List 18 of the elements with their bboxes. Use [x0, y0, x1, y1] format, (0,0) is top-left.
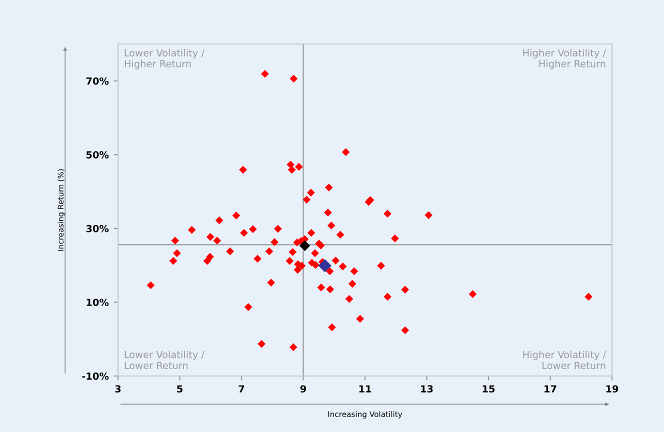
- x-tick-label: 5: [177, 385, 182, 393]
- x-tick-label: 3: [115, 385, 121, 393]
- x-tick-label: 11: [359, 385, 372, 392]
- annotation: Higher Volatility / Higher Return: [523, 48, 606, 70]
- y-tick-label: 50%: [86, 151, 109, 158]
- x-tick-label: 13: [421, 385, 433, 393]
- x-tick-label: 19: [606, 385, 618, 393]
- y-tick-label: 70%: [86, 77, 109, 85]
- x-tick-label: 9: [300, 385, 306, 393]
- x-tick-label: 7: [238, 385, 244, 392]
- y-tick-label: 10%: [86, 298, 109, 306]
- x-tick-label: 15: [482, 385, 495, 393]
- annotation: Lower Volatility / Higher Return: [124, 48, 204, 70]
- annotation: Higher Volatility / Lower Return: [523, 350, 606, 370]
- y-tick-label: 30%: [86, 224, 109, 232]
- annotation: Lower Volatility / Lower Return: [124, 350, 204, 370]
- x-tick-label: 17: [544, 385, 556, 392]
- y-tick-label: -10%: [82, 372, 109, 380]
